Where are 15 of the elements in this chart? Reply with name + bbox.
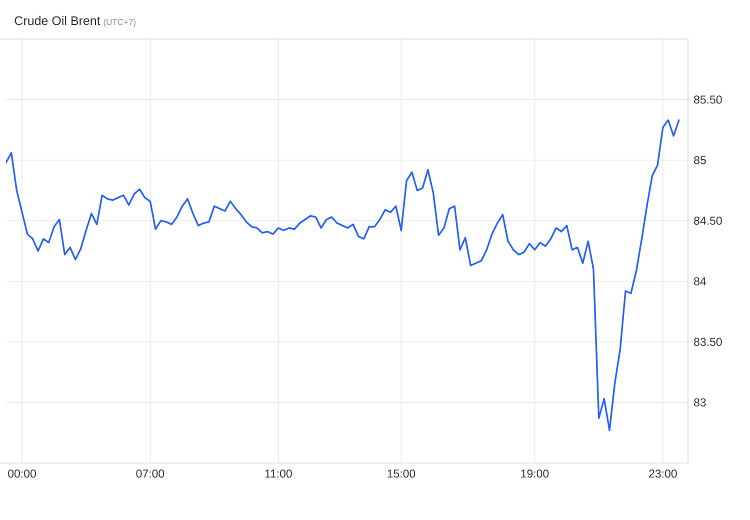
y-tick-label: 83.50 [694, 338, 722, 346]
chart-title: Crude Oil Brent [14, 16, 100, 26]
y-tick-label: 85 [694, 156, 706, 164]
chart-subtitle: (UTC+7) [104, 18, 136, 27]
x-tick-label: 07:00 [136, 470, 164, 478]
x-tick-label: 19:00 [521, 470, 549, 478]
y-tick-label: 83 [694, 398, 706, 406]
y-tick-label: 84 [694, 277, 706, 286]
x-tick-label: 15:00 [388, 470, 416, 478]
y-tick-label: 85.50 [694, 96, 722, 104]
x-tick-label: 23:00 [649, 470, 677, 478]
line-series [6, 119, 680, 432]
x-tick-label: 11:00 [265, 470, 292, 478]
x-tick-label: 00:00 [8, 470, 36, 478]
y-tick-label: 84.50 [694, 216, 722, 225]
